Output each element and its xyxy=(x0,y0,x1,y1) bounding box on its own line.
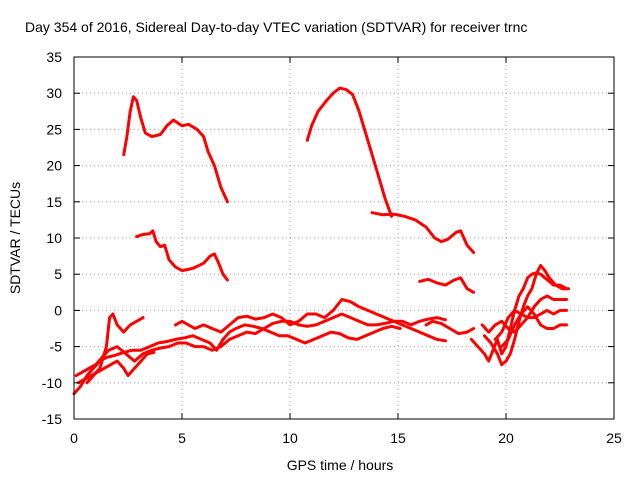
x-tick-label: 5 xyxy=(178,430,186,446)
data-series xyxy=(72,86,571,396)
series-arc-6 xyxy=(72,323,402,396)
grid-lines xyxy=(74,57,614,419)
x-tick-label: 10 xyxy=(282,430,298,446)
series-arc-11 xyxy=(469,271,568,363)
y-tick-label: -10 xyxy=(42,375,62,391)
y-tick-label: 5 xyxy=(54,266,62,282)
series-arc-5 xyxy=(418,276,476,294)
series-arc-15 xyxy=(500,305,568,349)
series-arc-3 xyxy=(305,86,393,218)
series-arc-10 xyxy=(76,350,156,385)
series-arc-4 xyxy=(370,211,476,254)
series-arc-13 xyxy=(480,294,568,334)
x-tick-label: 15 xyxy=(390,430,406,446)
series-arc-1 xyxy=(122,95,229,204)
y-tick-label: -15 xyxy=(42,411,62,427)
x-tick-label: 25 xyxy=(606,430,622,446)
y-axis-label: SDTVAR / TECUs xyxy=(7,182,23,294)
y-tick-label: 10 xyxy=(46,230,62,246)
series-arc-16 xyxy=(424,319,476,336)
series-arc-12 xyxy=(482,264,571,367)
y-tick-label: 35 xyxy=(46,49,62,65)
x-tick-label: 0 xyxy=(70,430,78,446)
series-arc-2 xyxy=(135,229,229,282)
series-arc-7 xyxy=(74,312,447,378)
y-tick-label: 20 xyxy=(46,158,62,174)
y-tick-label: 15 xyxy=(46,194,62,210)
chart-title: Day 354 of 2016, Sidereal Day-to-day VTE… xyxy=(25,19,527,35)
x-axis-label: GPS time / hours xyxy=(287,457,394,473)
y-tick-label: 25 xyxy=(46,121,62,137)
y-tick-label: -5 xyxy=(50,339,63,355)
series-arc-9 xyxy=(174,298,447,343)
y-tick-label: 30 xyxy=(46,85,62,101)
series-arc-14 xyxy=(493,308,568,341)
y-tick-label: 0 xyxy=(54,302,62,318)
x-tick-label: 20 xyxy=(498,430,514,446)
axis-ticks: 0 5 10 15 20 25 -15 -10 -5 0 5 10 15 20 25 30 35 xyxy=(42,49,622,446)
